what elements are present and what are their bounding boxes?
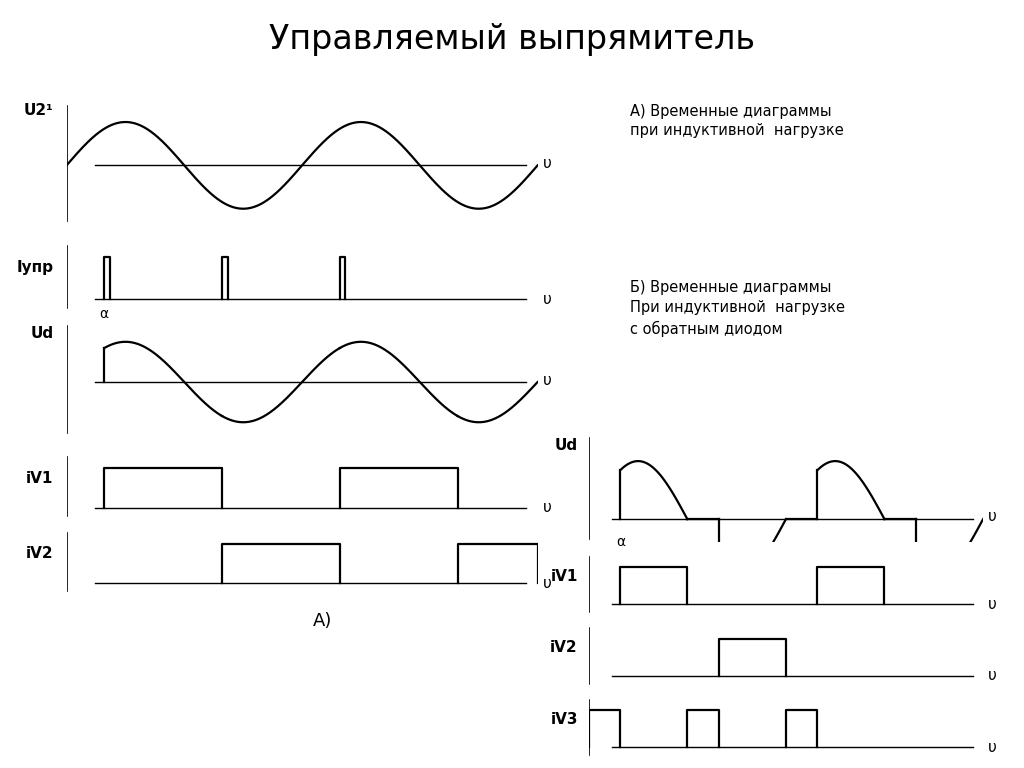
Text: iV2: iV2 [26,546,53,561]
Text: υ: υ [988,597,996,612]
Text: Iупр: Iупр [16,260,53,275]
Text: υ: υ [543,292,552,306]
Text: υ: υ [988,668,996,684]
Text: iV3: iV3 [550,712,578,727]
Text: α: α [615,535,625,549]
Text: υ: υ [543,372,552,388]
Text: Б) Временные диаграммы
При индуктивной  нагрузке
с обратным диодом: Б) Временные диаграммы При индуктивной н… [630,280,845,336]
Text: Ud: Ud [31,326,53,341]
Text: υ: υ [988,508,996,524]
Text: iV1: iV1 [26,471,53,485]
Text: Управляемый выпрямитель: Управляемый выпрямитель [269,23,755,56]
Text: α: α [99,306,109,320]
Text: υ: υ [543,500,552,515]
Text: iV1: iV1 [551,569,578,584]
Text: iV2: iV2 [550,641,578,655]
Text: υ: υ [543,156,552,170]
Text: Ud: Ud [555,438,578,453]
Text: А) Временные диаграммы
при индуктивной  нагрузке: А) Временные диаграммы при индуктивной н… [630,104,844,138]
Text: А): А) [313,612,332,630]
Text: υ: υ [543,575,552,591]
Text: υ: υ [988,740,996,755]
Text: U2¹: U2¹ [24,102,53,118]
